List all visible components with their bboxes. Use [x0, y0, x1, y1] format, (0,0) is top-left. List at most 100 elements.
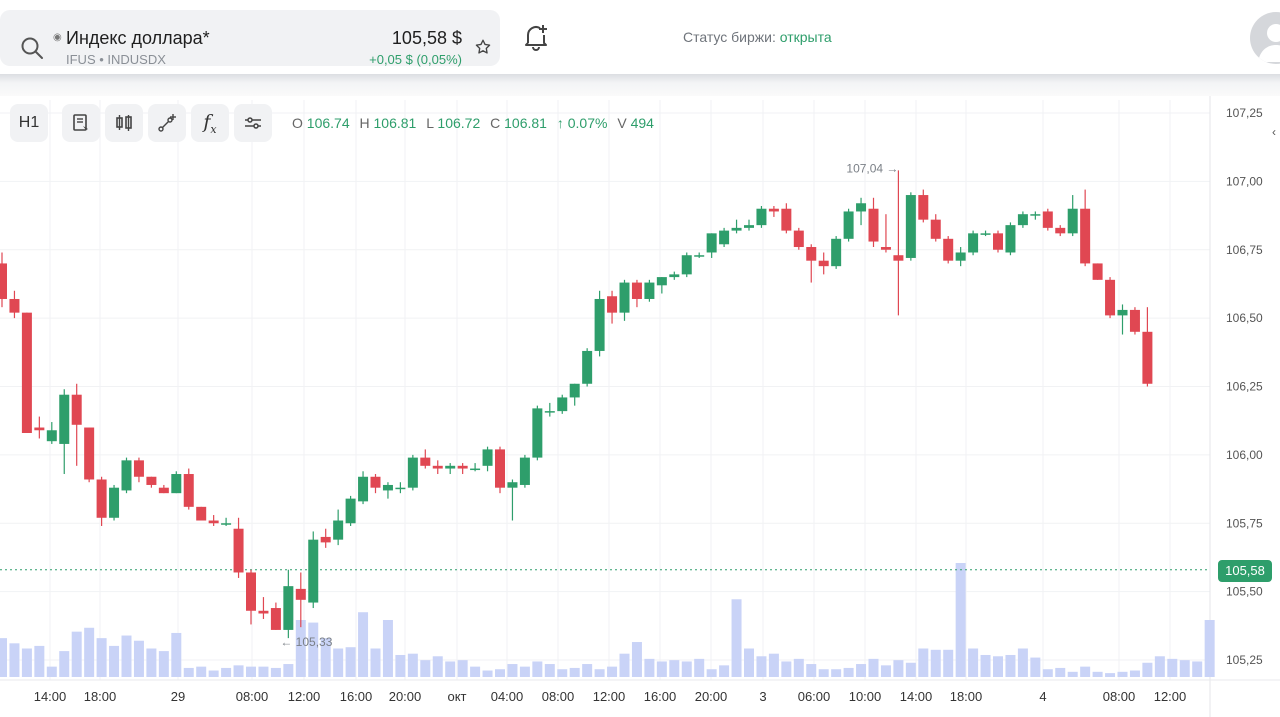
volume-bar [295, 620, 306, 677]
x-tick-label: 10:00 [849, 689, 882, 704]
candle-body [71, 394, 82, 425]
volume-bar [955, 563, 966, 677]
chart-type-button[interactable] [105, 104, 143, 142]
volume-bar [432, 656, 443, 677]
candle-body [320, 536, 331, 543]
volume-bar [457, 660, 468, 677]
candle-body [1042, 211, 1053, 228]
current-price-tag: 105,58 [1218, 560, 1272, 582]
y-tick-label: 105,50 [1226, 585, 1263, 599]
volume-bar [183, 667, 194, 677]
draw-line-icon [158, 114, 176, 132]
user-icon [1258, 24, 1280, 62]
candlestick-chart[interactable]: 107,25 107,00 106,75 106,50 106,25 106,00 105,… [0, 96, 1280, 717]
candle-body [955, 252, 966, 261]
volume-bar [557, 669, 568, 677]
x-tick-label: 08:00 [1103, 689, 1136, 704]
open-value: 106.74 [306, 115, 350, 131]
volume-bar [308, 622, 319, 677]
function-icon: fx [203, 110, 217, 136]
candle-body [133, 460, 144, 477]
top-bar: ◉ Индекс доллара* IFUS • INDUSDX 105,58 … [0, 0, 1280, 76]
ticker-price: 105,58 $ [391, 28, 462, 48]
volume-bar [121, 635, 132, 677]
avatar[interactable] [1250, 12, 1280, 64]
volume-bar [146, 648, 157, 677]
candle-body [644, 282, 655, 299]
indicators-button[interactable]: fx [191, 104, 229, 142]
timeframe-label: H1 [18, 114, 40, 131]
volume-bar [594, 669, 605, 677]
header-divider [0, 74, 1280, 96]
candle-body [109, 487, 120, 518]
volume-bar [370, 648, 381, 677]
candle-body [1017, 214, 1028, 226]
volume-bar [34, 645, 45, 677]
volume-bar [607, 666, 618, 677]
bell-add-icon[interactable] [522, 22, 550, 52]
volume-bar [158, 651, 169, 677]
max-price-annotation: 107,04 → [846, 161, 898, 175]
volume-bar [420, 660, 431, 677]
volume-bar [1192, 661, 1203, 677]
high-label: H [359, 115, 370, 131]
candle-body [557, 397, 568, 412]
candle-body [96, 479, 107, 518]
candle-body [744, 225, 754, 228]
chart-settings-button[interactable] [234, 104, 272, 142]
volume-bar [71, 631, 82, 677]
candle-body [196, 506, 207, 521]
candle-body [382, 484, 393, 491]
volume-bar [1017, 648, 1028, 677]
volume-bar [656, 661, 667, 677]
candle-body [656, 277, 667, 286]
candle-body [1117, 309, 1128, 316]
volume-bar [382, 620, 393, 677]
candle-body [395, 487, 406, 490]
volume-bar [905, 662, 916, 677]
volume-bar [1179, 660, 1190, 677]
candle-body [607, 296, 618, 313]
volume-bar [258, 666, 269, 677]
volume-bar [358, 612, 369, 677]
candle-body [1129, 309, 1140, 332]
candle-body [270, 608, 281, 630]
notes-button[interactable] [62, 104, 100, 142]
x-tick-label: 3 [759, 689, 766, 704]
search-icon[interactable] [20, 36, 44, 60]
candle-body [544, 411, 555, 413]
candle-body [694, 255, 705, 257]
volume-bar [46, 666, 57, 677]
volume-bar [756, 656, 767, 677]
volume-bar [943, 649, 954, 677]
x-tick-label: 12:00 [1154, 689, 1187, 704]
candle-body [495, 449, 505, 488]
candle-body [121, 460, 132, 491]
x-tick-label: 04:00 [491, 689, 524, 704]
x-tick-label: 08:00 [236, 689, 269, 704]
exchange-status: Статус биржи: открыта [683, 29, 832, 45]
x-tick-label: 16:00 [644, 689, 677, 704]
drawing-tools-button[interactable] [148, 104, 186, 142]
volume-bar [831, 669, 842, 677]
candle-body [880, 247, 891, 250]
candle-body [208, 520, 219, 524]
volume-bar [171, 632, 182, 677]
candle-body [84, 427, 95, 480]
volume-bar [1055, 667, 1066, 677]
volume-bar [208, 670, 219, 677]
ticker-card[interactable]: ◉ Индекс доллара* IFUS • INDUSDX 105,58 … [0, 10, 500, 67]
volume-bar [744, 648, 754, 677]
low-label: L [426, 115, 434, 131]
chevron-left-icon[interactable]: ‹ [1272, 125, 1276, 139]
volume-bar [519, 666, 530, 677]
volume-bar [1105, 673, 1116, 677]
star-icon[interactable] [474, 38, 492, 56]
candle-body [868, 208, 879, 242]
ticker-change: +0,05 $ (0,05%) [369, 52, 462, 67]
timeframe-button[interactable]: H1 [10, 104, 48, 142]
volume-bar [843, 667, 854, 677]
volume-bar [544, 664, 555, 677]
volume-bar [221, 667, 232, 677]
candle-body [1030, 214, 1041, 216]
